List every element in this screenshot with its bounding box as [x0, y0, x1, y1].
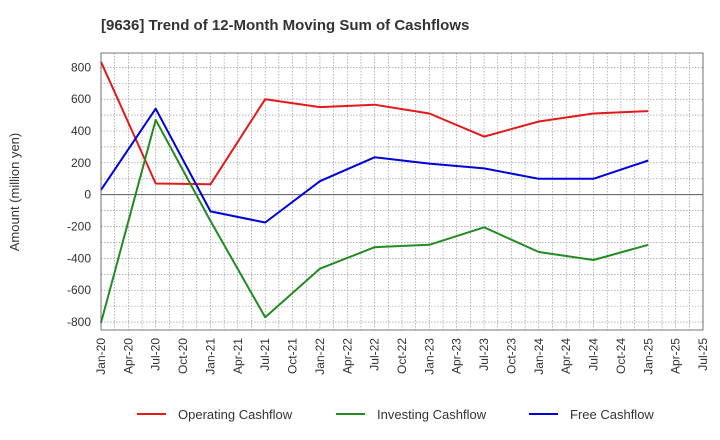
x-tick-label: Apr-24 [559, 338, 573, 374]
x-tick-label: Oct-24 [614, 338, 628, 374]
y-tick-label: 400 [71, 124, 91, 138]
chart-title: [9636] Trend of 12-Month Moving Sum of C… [101, 17, 469, 34]
x-tick-label: Apr-21 [231, 338, 245, 374]
x-tick-label: Apr-23 [450, 338, 464, 374]
y-tick-label: 600 [71, 92, 91, 106]
y-tick-label: -400 [67, 251, 91, 265]
x-tick-label: Oct-20 [176, 338, 190, 374]
grid [100, 53, 704, 330]
x-tick-label: Apr-22 [340, 338, 354, 374]
y-tick-label: 0 [84, 188, 91, 202]
plot-frame [100, 52, 704, 331]
x-tick-label: Jul-24 [587, 338, 601, 371]
x-tick-label: Oct-23 [504, 338, 518, 374]
x-tick-label: Jul-25 [696, 338, 710, 371]
x-tick-label: Oct-21 [286, 338, 300, 374]
x-tick-label: Jan-25 [641, 338, 655, 375]
y-axis-label: Amount (million yen) [7, 133, 22, 252]
y-tick-label: -600 [67, 283, 91, 297]
x-tick-label: Jul-21 [258, 338, 272, 371]
x-tick-label: Jul-20 [149, 338, 163, 371]
y-tick-label: -200 [67, 220, 91, 234]
x-tick-label: Jul-23 [477, 338, 491, 371]
x-tick-label: Jan-20 [94, 338, 108, 375]
series-line-free-cashflow [100, 107, 649, 224]
series-lines [100, 61, 649, 324]
y-tick-label: -800 [67, 315, 91, 329]
y-tick-labels: -800 -600 -400 -200 0 200 400 600 800 [67, 60, 91, 329]
x-tick-label: Jul-22 [368, 338, 382, 371]
x-tick-label: Apr-20 [121, 338, 135, 374]
x-tick-label: Jan-24 [532, 338, 546, 375]
y-tick-label: 800 [71, 60, 91, 74]
legend-label: Operating Cashflow [178, 407, 293, 422]
x-tick-label: Oct-22 [395, 338, 409, 374]
x-tick-labels: Jan-20 Apr-20 Jul-20 Oct-20 Jan-21 Apr-21 Jul-… [94, 338, 710, 375]
x-tick-label: Jan-22 [313, 338, 327, 375]
legend: Operating Cashflow Investing Cashflow Free… [137, 407, 654, 422]
legend-label: Investing Cashflow [377, 407, 487, 422]
x-tick-label: Jan-23 [422, 338, 436, 375]
series-line-investing-cashflow [100, 118, 649, 324]
x-tick-label: Jan-21 [203, 338, 217, 375]
x-tick-label: Apr-25 [669, 338, 683, 374]
y-tick-label: 200 [71, 156, 91, 170]
series-line-operating-cashflow [100, 61, 649, 186]
legend-label: Free Cashflow [570, 407, 654, 422]
